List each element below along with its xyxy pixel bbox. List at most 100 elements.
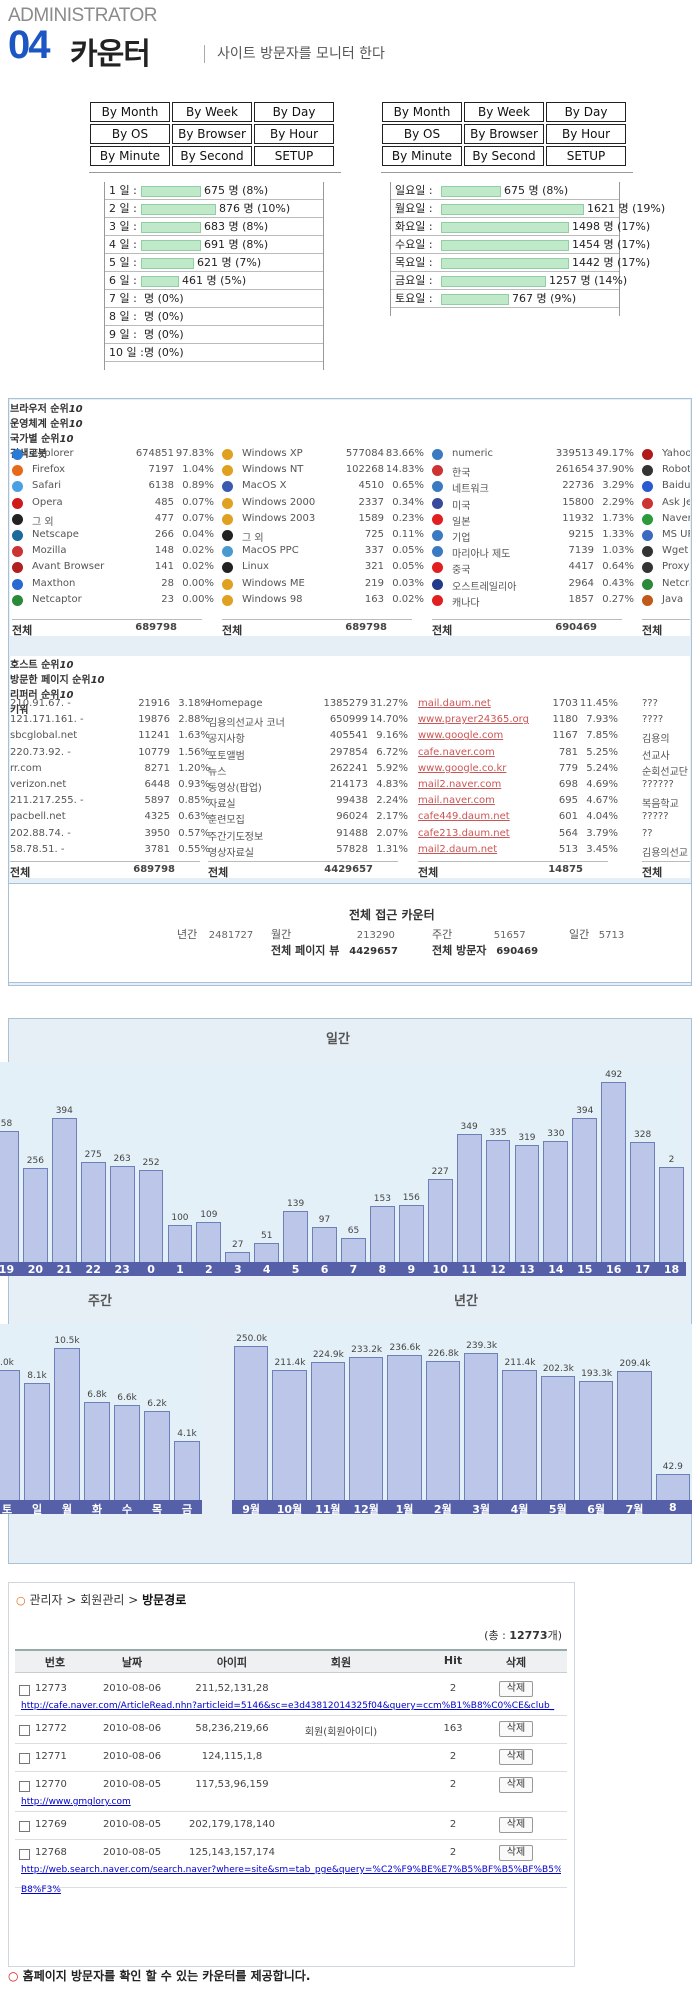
rank-item: mail.naver.com 695 4.67%	[418, 795, 618, 809]
row-label: 금요일 :	[395, 274, 433, 287]
rank-percent: 0.57%	[178, 827, 210, 839]
nav-button-by-browser[interactable]: By Browser	[464, 124, 544, 144]
rank-name: Homepage	[208, 698, 263, 709]
rank-title-text: 브라우저 순위	[10, 404, 69, 415]
rank-name[interactable]: mail2.daum.net	[418, 843, 498, 855]
rank-item: Baidu	[642, 480, 690, 494]
count-bar	[441, 186, 501, 197]
x-tick-label: 0	[147, 1263, 155, 1276]
nav-button-by-week[interactable]: By Week	[172, 102, 252, 122]
referrer-link[interactable]: http://web.search.naver.com/search.naver…	[21, 1865, 561, 1875]
chart-bar	[540, 1376, 575, 1500]
rank-item: 오스트레일리아 2964 0.43%	[432, 577, 634, 593]
row-value: 461 명 (5%)	[182, 274, 247, 287]
row-label: 8 일 :	[109, 310, 137, 323]
bar-value-label: 394	[576, 1106, 594, 1116]
rank-name[interactable]: cafe.naver.com	[418, 746, 495, 758]
row-value: 691 명 (8%)	[204, 238, 269, 251]
referrer-link[interactable]: http://cafe.naver.com/ArticleRead.nhn?ar…	[21, 1701, 555, 1711]
nav-button-by-os[interactable]: By OS	[90, 124, 170, 144]
row-value: 876 명 (10%)	[219, 202, 291, 215]
rank-name[interactable]: mail.daum.net	[418, 698, 491, 709]
chart-bar	[22, 1168, 48, 1262]
rank-count-value: 22736	[562, 480, 594, 492]
nav-button-by-minute[interactable]: By Minute	[90, 146, 170, 166]
row-checkbox[interactable]	[19, 1725, 30, 1736]
rank-name[interactable]: mail2.naver.com	[418, 779, 502, 790]
rank-item: 순회선교단	[642, 763, 690, 778]
x-tick-label: 10월	[276, 1503, 303, 1516]
day-label: 일간	[569, 928, 590, 941]
rank-name: 영상자료실	[208, 847, 254, 859]
rank-name[interactable]: mail.naver.com	[418, 795, 495, 807]
rank-count-value: 11932	[562, 512, 594, 524]
rank-percent: 49.17%	[595, 448, 634, 459]
globe-icon	[432, 481, 443, 493]
chart-bar	[456, 1134, 482, 1262]
total-label: 전체	[222, 624, 243, 636]
row-checkbox[interactable]	[19, 1849, 30, 1860]
nav-button-by-hour[interactable]: By Hour	[546, 124, 626, 144]
row-divider	[15, 1771, 567, 1772]
rank-name: 캐나다	[452, 597, 480, 609]
x-tick-label: 8	[668, 1501, 677, 1514]
column-header: 날짜	[121, 1656, 143, 1669]
rank-count-value: 405541	[329, 730, 368, 742]
visitor-label: 전체 방문자	[432, 944, 487, 957]
rank-name[interactable]: cafe449.daum.net	[418, 811, 510, 823]
rank-count-value: 9215	[568, 529, 594, 540]
nav-button-setup[interactable]: SETUP	[254, 146, 334, 166]
rank-name[interactable]: www.google.com	[418, 730, 504, 742]
row-checkbox[interactable]	[19, 1781, 30, 1792]
rank-title: 국가별 순위10	[10, 430, 690, 445]
x-tick-label: 화	[91, 1503, 103, 1516]
nav-button-by-minute[interactable]: By Minute	[382, 146, 462, 166]
referrer-link[interactable]: http://www.gmglory.com	[21, 1797, 131, 1807]
row-value: 1454 명 (17%)	[572, 238, 651, 251]
bar-value-label: 202.3k	[542, 1364, 574, 1374]
wget-icon	[642, 546, 653, 558]
nav-button-by-day[interactable]: By Day	[546, 102, 626, 122]
referrer-link[interactable]: B8%F3%	[21, 1885, 61, 1895]
nav-button-by-week[interactable]: By Week	[464, 102, 544, 122]
rank-name[interactable]: www.prayer24365.org	[418, 714, 529, 726]
rank-name: Avant Browser	[32, 561, 105, 573]
delete-button[interactable]: 삭제	[499, 1817, 533, 1833]
rank-name: 그 외	[242, 533, 264, 544]
rank-name: 김용의선교사 코너	[208, 718, 285, 730]
nav-button-by-second[interactable]: By Second	[172, 146, 252, 166]
nav-button-by-browser[interactable]: By Browser	[172, 124, 252, 144]
delete-button[interactable]: 삭제	[499, 1721, 533, 1737]
row-value: 명 (0%)	[144, 292, 184, 305]
baidu-icon	[642, 481, 653, 493]
rank-item: 그 외 725 0.11%	[222, 529, 424, 544]
nav-button-by-os[interactable]: By OS	[382, 124, 462, 144]
rank-name: 순회선교단	[642, 766, 688, 778]
rank-name[interactable]: www.google.co.kr	[418, 762, 507, 774]
delete-button[interactable]: 삭제	[499, 1845, 533, 1861]
nav-button-by-month[interactable]: By Month	[382, 102, 462, 122]
x-tick-label: 3월	[472, 1503, 491, 1516]
delete-button[interactable]: 삭제	[499, 1777, 533, 1793]
delete-button[interactable]: 삭제	[499, 1749, 533, 1765]
rank-count-value: 2964	[568, 577, 594, 589]
row-checkbox[interactable]	[19, 1753, 30, 1764]
nav-button-by-hour[interactable]: By Hour	[254, 124, 334, 144]
chart-bar	[464, 1353, 499, 1500]
rank-item: Mozilla 148 0.02%	[12, 545, 214, 559]
row-checkbox[interactable]	[19, 1821, 30, 1832]
row-checkbox[interactable]	[19, 1685, 30, 1696]
rank-name[interactable]: cafe213.daum.net	[418, 827, 510, 839]
rank-name: 기업	[452, 533, 471, 544]
nav-button-by-month[interactable]: By Month	[90, 102, 170, 122]
rank-percent: 4.67%	[586, 795, 618, 807]
nav-button-by-day[interactable]: By Day	[254, 102, 334, 122]
x-axis	[232, 1500, 692, 1514]
delete-button[interactable]: 삭제	[499, 1681, 533, 1697]
nav-button-by-second[interactable]: By Second	[464, 146, 544, 166]
divider	[381, 172, 633, 173]
rank-item: verizon.net 6448 0.93%	[10, 779, 210, 793]
nav-button-setup[interactable]: SETUP	[546, 146, 626, 166]
rank-item: Windows ME 219 0.03%	[222, 578, 424, 592]
breadcrumb-path[interactable]: 관리자 > 회원관리 >	[29, 1593, 143, 1607]
